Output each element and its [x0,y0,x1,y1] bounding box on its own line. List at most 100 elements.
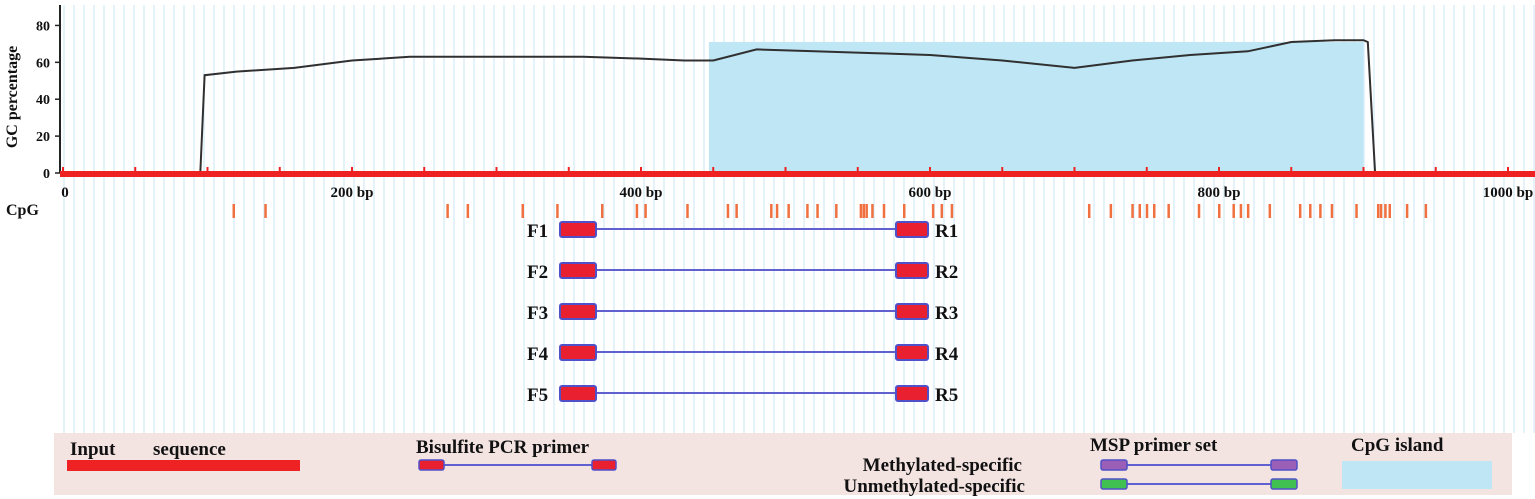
forward-primer-label: F1 [527,221,548,242]
legend-panel: Input sequence Bisulfite PCR primer Meth… [54,433,1512,497]
reverse-primer [895,262,929,279]
cpg-site-mark [264,204,267,218]
cpg-site-mark [882,204,886,218]
reverse-primer [895,385,929,402]
cpg-site-mark [862,204,866,218]
reverse-primer [895,221,929,238]
reverse-primer-label: R3 [935,303,958,324]
cpg-site-mark [1268,204,1272,218]
cpg-site-mark [1319,204,1322,218]
cpg-site-mark [871,204,874,218]
cpg-site-mark [1355,204,1358,218]
legend-msp-unmethylated-reverse [1270,478,1298,490]
x-axis-ticks: 0 200 bp 400 bp 600 bp 800 bp 1000 bp [61,167,1533,201]
reverse-primer-label: R5 [935,385,958,406]
forward-primer [559,385,597,402]
cpg-site-mark [1138,204,1142,218]
forward-primer-label: F5 [527,385,548,406]
cpg-site-mark [1330,204,1334,218]
x-tick-label: 0 [61,185,69,201]
cpg-site-mark [940,204,944,218]
y-tick-label: 80 [36,19,50,34]
legend-msp-methylated-reverse [1270,459,1298,471]
cpg-site-mark [1405,204,1409,218]
cpg-site-mark [1131,204,1134,218]
forward-primer-label: F2 [527,262,548,283]
primer-pair: F1 R1 [527,221,958,242]
cpg-site-mark [1232,204,1235,218]
cpg-site-mark [1246,204,1250,218]
cpg-site-mark [859,204,863,218]
legend-methylated-label: Methylated-specific [863,455,1022,476]
x-tick-label: 1000 bp [1483,185,1533,201]
cpg-site-mark [1109,204,1113,218]
legend-bisulfite-reverse [591,459,617,471]
y-axis-title: GC percentage [4,46,21,148]
cpg-site-mark [232,204,236,218]
reverse-primer [895,303,929,320]
cpg-site-mark [735,204,738,218]
cpg-site-mark [806,204,809,218]
cpg-island-region [708,42,1364,173]
legend-input-swatch [67,460,300,471]
cpg-site-mark [521,204,525,218]
primer-pairs: F1 R1 F2 R2 F3 R3 F4 R4 F5 R5 [527,221,959,406]
forward-primer [559,262,597,279]
y-tick-label: 0 [43,167,50,182]
cpg-site-mark [902,204,906,218]
cpg-site-mark [644,204,647,218]
cpg-site-mark [686,204,689,218]
forward-primer-label: F4 [527,344,549,365]
cpg-site-mark [1087,204,1091,218]
forward-primer [559,344,597,361]
legend-msp-unmethylated-forward [1100,478,1128,490]
cpg-site-mark [1167,204,1170,218]
cpg-site-mark [1218,204,1221,218]
cpg-site-mark [1376,204,1380,218]
x-tick-label: 600 bp [909,185,952,201]
reverse-primer-label: R4 [935,344,959,365]
forward-primer [559,303,597,320]
legend-cpg-island-swatch [1342,461,1492,489]
cpg-site-mark [446,204,449,218]
cpg-site-mark [1379,204,1383,218]
y-tick-label: 20 [36,130,50,145]
cpg-site-mark [1388,204,1392,218]
cpg-sites-track: CpG [6,202,1428,219]
legend-msp-label: MSP primer set [1090,435,1218,456]
cpg-site-mark [1197,204,1201,218]
gc-percentage-line [63,39,1508,174]
reverse-primer-label: R1 [935,221,958,242]
legend-unmethylated-label: Unmethylated-specific [843,476,1025,497]
cpg-track-label: CpG [6,202,39,219]
legend-msp-swatch [1100,459,1298,490]
reverse-primer-label: R2 [935,262,958,283]
legend-cpg-island-label: CpG island [1351,435,1444,456]
gc-content-chart: 0 20 40 60 80 0 200 bp 400 bp 600 bp 800 bp 1000 … [4,5,1535,201]
legend-input-label: Input [70,439,116,460]
cpg-site-mark [635,204,639,218]
cpg-site-mark [1145,204,1149,218]
cpg-site-mark [1298,204,1302,218]
cpg-site-mark [1384,204,1387,218]
cpg-site-mark [726,204,730,218]
cpg-site-mark [600,204,604,218]
primer-pair: F3 R3 [527,303,958,324]
cpg-site-mark [950,204,954,218]
legend-bisulfite-forward [418,459,445,471]
x-tick-label: 200 bp [331,185,374,201]
cpg-site-mark [865,204,868,218]
y-tick-label: 40 [36,93,50,108]
cpg-site-mark [556,204,559,218]
primer-pair: F2 R2 [527,262,958,283]
y-axis-ticks: 0 20 40 60 80 [36,19,60,182]
legend-sequence-label: sequence [153,439,226,460]
cpg-site-mark [770,204,773,218]
legend-bisulfite-swatch [418,459,617,471]
x-tick-label: 400 bp [620,185,663,201]
cpg-site-mark [787,204,790,218]
cpg-site-mark [931,204,935,218]
cpg-site-mark [775,204,779,218]
y-tick-label: 60 [36,56,50,71]
